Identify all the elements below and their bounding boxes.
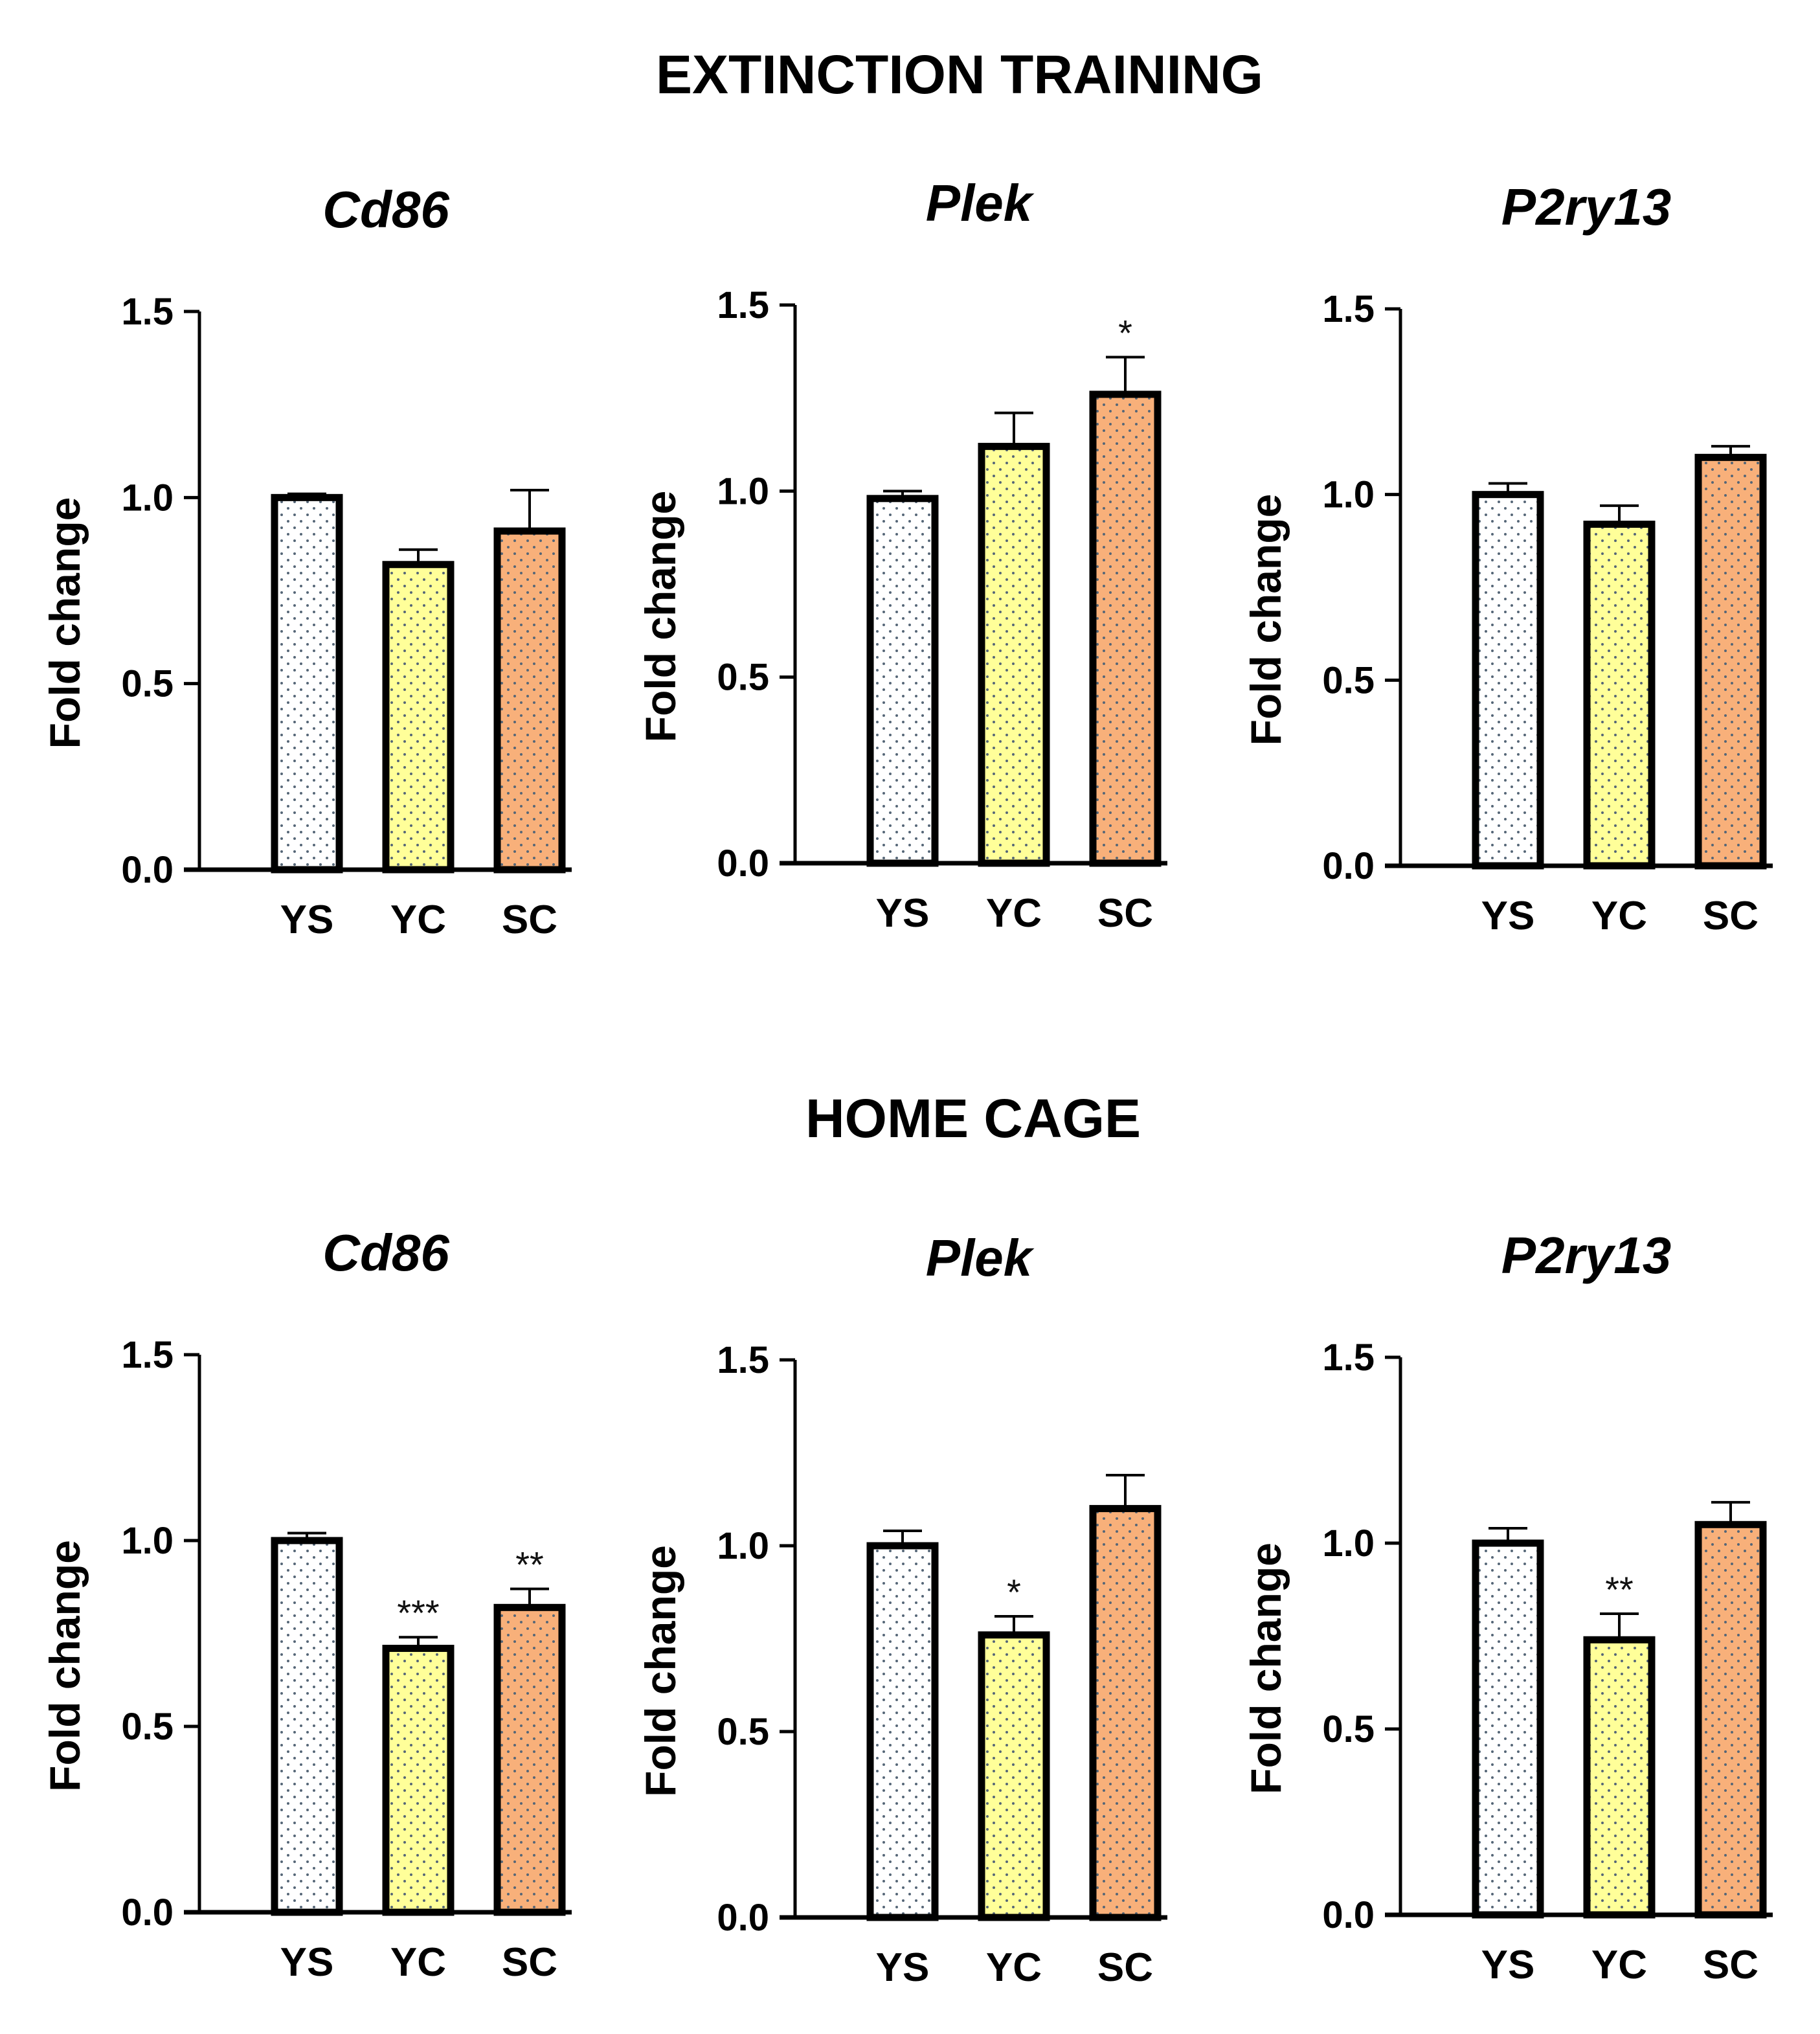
chart-panel-4: Plek Fold change 0.0 0.5 1.0 1.5 YS * YC SC (636, 1229, 1167, 1990)
y-tick-label: 0.5 (1322, 1708, 1375, 1750)
bar-sc (1694, 1520, 1767, 1919)
bar-yc (382, 561, 455, 874)
bar-sc (1089, 390, 1162, 867)
y-tick-label: 0.0 (717, 842, 769, 885)
y-axis-label: Fold change (1242, 494, 1290, 746)
bar-yc (382, 1644, 455, 1916)
y-tick-label: 0.0 (1322, 845, 1375, 887)
bar-ys (1472, 491, 1544, 870)
y-axis-label: Fold change (636, 1545, 684, 1797)
x-tick-label: YS (280, 898, 334, 942)
chart-panel-1: Plek Fold change 0.0 0.5 1.0 1.5 YS YC * SC (636, 174, 1167, 936)
panel-title: P2ry13 (1501, 1226, 1671, 1284)
y-tick-label: 1.5 (121, 1334, 174, 1376)
significance-label: *** (397, 1592, 439, 1633)
x-tick-label: YS (280, 1940, 334, 1985)
y-tick-label: 0.0 (717, 1897, 769, 1939)
bar-ys (866, 1542, 939, 1921)
bar-yc (978, 1631, 1050, 1921)
significance-label: * (1007, 1572, 1021, 1612)
panel-title: P2ry13 (1501, 178, 1671, 236)
panel-title: Plek (926, 1229, 1035, 1287)
section-title-home-cage: HOME CAGE (805, 1088, 1141, 1149)
y-tick-label: 1.0 (121, 1520, 174, 1562)
y-tick-label: 0.5 (121, 1706, 174, 1748)
x-tick-label: YC (390, 898, 446, 942)
y-tick-label: 1.0 (717, 470, 769, 512)
x-tick-label: YC (986, 891, 1042, 936)
y-axis-label: Fold change (1242, 1542, 1290, 1794)
x-tick-label: SC (1097, 891, 1153, 936)
x-tick-label: YS (1481, 894, 1535, 938)
x-tick-label: YC (1591, 894, 1647, 938)
significance-label: ** (515, 1544, 544, 1585)
y-tick-label: 1.0 (121, 477, 174, 519)
bar-ys (1472, 1539, 1544, 1919)
bar-yc (1583, 521, 1656, 870)
bar-sc (493, 527, 566, 874)
bar-ys (271, 493, 343, 874)
significance-label: * (1118, 312, 1132, 353)
chart-panels: Cd86 Fold change 0.0 0.5 1.0 1.5 YS YC SC Plek Fol… (41, 174, 1773, 1990)
bar-yc (1583, 1636, 1656, 1919)
chart-panel-0: Cd86 Fold change 0.0 0.5 1.0 1.5 YS YC SC (41, 181, 572, 942)
panel-title: Cd86 (322, 1224, 449, 1282)
x-tick-label: YS (876, 1945, 930, 1990)
y-tick-label: 0.0 (121, 849, 174, 891)
y-tick-label: 1.0 (1322, 1522, 1375, 1565)
section-title-extinction-training: EXTINCTION TRAINING (656, 44, 1263, 105)
x-tick-label: YS (1481, 1943, 1535, 1987)
x-tick-label: SC (502, 1940, 557, 1985)
bar-ys (271, 1537, 343, 1916)
y-tick-label: 0.5 (717, 657, 769, 699)
bar-ys (866, 495, 939, 867)
panel-title: Cd86 (322, 181, 449, 238)
chart-panel-2: P2ry13 Fold change 0.0 0.5 1.0 1.5 YS YC SC (1242, 178, 1773, 938)
x-tick-label: SC (1703, 1943, 1758, 1987)
y-tick-label: 1.5 (1322, 1337, 1375, 1379)
x-tick-label: YS (876, 891, 930, 936)
y-tick-label: 0.0 (1322, 1894, 1375, 1936)
x-tick-label: SC (1097, 1945, 1153, 1990)
y-tick-label: 0.5 (717, 1711, 769, 1753)
y-tick-label: 1.0 (1322, 474, 1375, 516)
bar-sc (493, 1603, 566, 1916)
y-tick-label: 1.5 (717, 284, 769, 326)
y-tick-label: 1.5 (1322, 288, 1375, 330)
x-tick-label: YC (986, 1945, 1042, 1990)
y-axis-label: Fold change (41, 497, 89, 749)
significance-label: ** (1605, 1569, 1634, 1610)
y-axis-label: Fold change (41, 1540, 89, 1792)
chart-panel-3: Cd86 Fold change 0.0 0.5 1.0 1.5 YS *** YC ** SC (41, 1224, 572, 1985)
y-tick-label: 0.0 (121, 1892, 174, 1934)
bar-sc (1694, 453, 1767, 870)
y-tick-label: 0.5 (121, 663, 174, 705)
y-axis-label: Fold change (636, 491, 684, 743)
y-tick-label: 1.5 (717, 1339, 769, 1381)
x-tick-label: YC (1591, 1943, 1647, 1987)
x-tick-label: YC (390, 1940, 446, 1985)
chart-panel-5: P2ry13 Fold change 0.0 0.5 1.0 1.5 YS ** YC SC (1242, 1226, 1773, 1987)
bar-yc (978, 442, 1050, 867)
x-tick-label: SC (502, 898, 557, 942)
panel-title: Plek (926, 174, 1035, 232)
y-tick-label: 0.5 (1322, 659, 1375, 701)
bar-sc (1089, 1505, 1162, 1921)
y-tick-label: 1.5 (121, 291, 174, 333)
y-tick-label: 1.0 (717, 1525, 769, 1567)
x-tick-label: SC (1703, 894, 1758, 938)
